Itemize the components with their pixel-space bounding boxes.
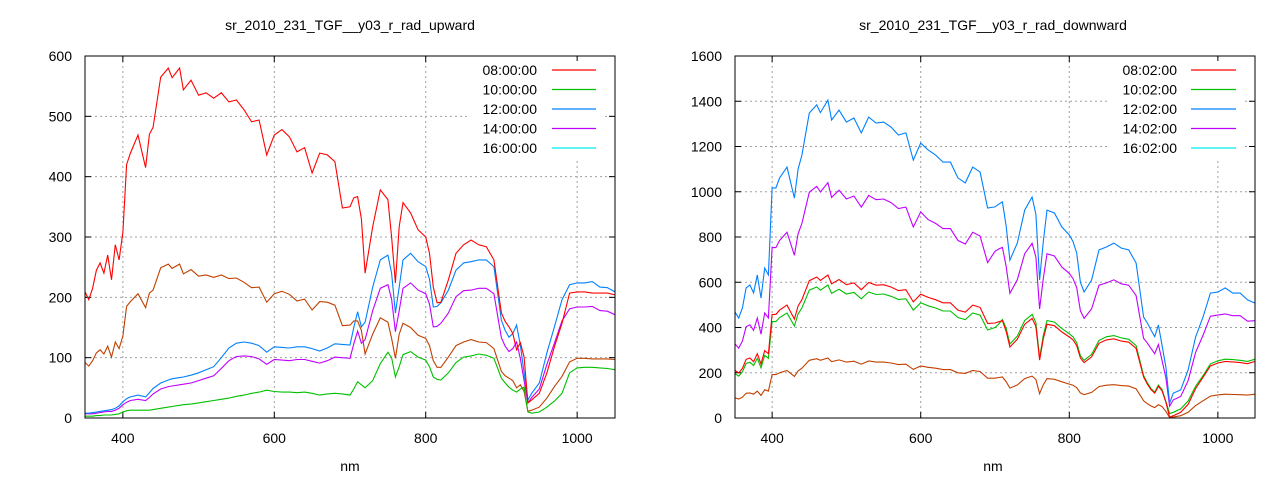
x-tick-label: 400 bbox=[760, 430, 784, 446]
y-tick-label: 800 bbox=[699, 229, 723, 245]
legend-label: 14:02:00 bbox=[1123, 121, 1178, 137]
x-tick-label: 600 bbox=[263, 430, 287, 446]
x-tick-label: 400 bbox=[111, 430, 135, 446]
chart-title: sr_2010_231_TGF__y03_r_rad_upward bbox=[225, 17, 475, 33]
x-tick-label: 1000 bbox=[562, 430, 593, 446]
legend-entry-background bbox=[467, 100, 602, 119]
y-tick-label: 200 bbox=[49, 289, 73, 305]
y-tick-label: 400 bbox=[699, 320, 723, 336]
y-tick-label: 1000 bbox=[691, 184, 722, 200]
y-tick-label: 1600 bbox=[691, 48, 722, 64]
series-line-unlabeled bbox=[734, 357, 1256, 419]
legend-entry-background bbox=[1107, 80, 1242, 100]
legend-label: 10:00:00 bbox=[483, 82, 538, 98]
x-tick-label: 800 bbox=[414, 430, 438, 446]
legend-label: 08:00:00 bbox=[483, 62, 538, 78]
x-tick-label: 1000 bbox=[1202, 430, 1233, 446]
chart-title: sr_2010_231_TGF__y03_r_rad_downward bbox=[859, 17, 1127, 33]
plot-frame bbox=[734, 55, 1256, 419]
legend-entry-background bbox=[1107, 100, 1242, 119]
x-axis-label: nm bbox=[340, 458, 359, 474]
x-axis-label: nm bbox=[983, 458, 1002, 474]
series-line-120000 bbox=[85, 252, 616, 414]
y-tick-label: 100 bbox=[49, 350, 73, 366]
chart-downward: sr_2010_231_TGF__y03_r_rad_downward nm 0… bbox=[691, 17, 1256, 474]
y-tick-label: 400 bbox=[49, 169, 73, 185]
series-line-120200 bbox=[734, 98, 1256, 404]
y-tick-label: 0 bbox=[714, 410, 722, 426]
y-tick-label: 200 bbox=[699, 365, 723, 381]
series-line-100200 bbox=[734, 284, 1256, 415]
legend-entry-background bbox=[1107, 119, 1242, 139]
y-tick-label: 600 bbox=[699, 274, 723, 290]
series-line-080200 bbox=[734, 274, 1256, 418]
legend-label: 08:02:00 bbox=[1123, 62, 1178, 78]
plot-frame bbox=[84, 55, 616, 419]
legend-label: 14:00:00 bbox=[483, 121, 538, 137]
y-tick-label: 1400 bbox=[691, 93, 722, 109]
series-line-unlabeled bbox=[84, 263, 616, 413]
series-line-080000 bbox=[84, 66, 616, 404]
legend-entry-background bbox=[1107, 139, 1242, 158]
legend-entry-background bbox=[467, 80, 602, 100]
y-tick-label: 300 bbox=[49, 229, 73, 245]
legend-entry-background bbox=[467, 139, 602, 158]
legend-label: 12:02:00 bbox=[1123, 101, 1178, 117]
legend-entry-background bbox=[467, 119, 602, 139]
legend-entry-background bbox=[467, 61, 602, 80]
series-line-140200 bbox=[734, 181, 1256, 408]
legend-label: 10:02:00 bbox=[1123, 82, 1178, 98]
y-tick-label: 500 bbox=[49, 108, 73, 124]
x-tick-label: 600 bbox=[909, 430, 933, 446]
series-line-100000 bbox=[85, 350, 616, 417]
legend-label: 16:02:00 bbox=[1123, 140, 1178, 156]
y-tick-label: 0 bbox=[64, 410, 72, 426]
x-tick-label: 800 bbox=[1058, 430, 1082, 446]
legend-entry-background bbox=[1107, 61, 1242, 80]
legend-label: 16:00:00 bbox=[483, 140, 538, 156]
chart-upward: sr_2010_231_TGF__y03_r_rad_upward nm 0 10… bbox=[49, 17, 616, 474]
y-tick-label: 1200 bbox=[691, 139, 722, 155]
legend-label: 12:00:00 bbox=[483, 101, 538, 117]
y-tick-label: 600 bbox=[49, 48, 73, 64]
